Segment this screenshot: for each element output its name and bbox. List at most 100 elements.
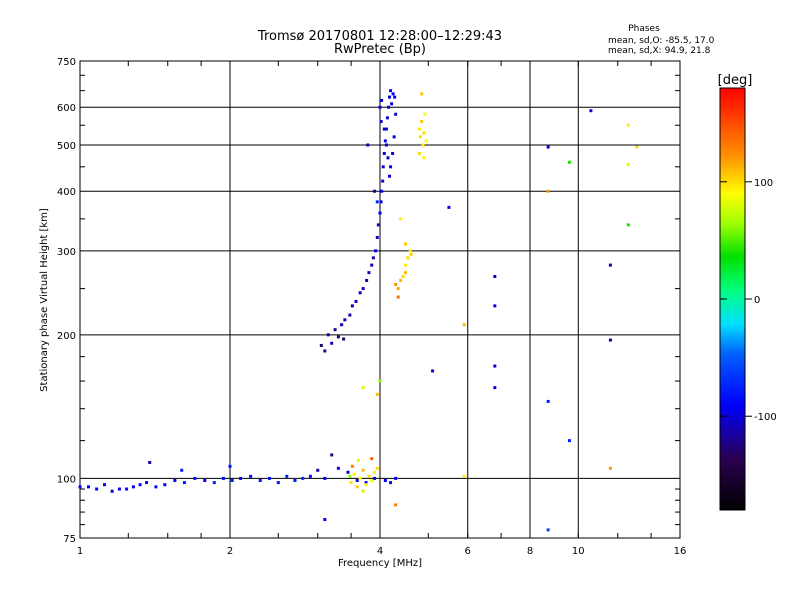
y-tick-label: 500 (57, 141, 76, 152)
echo-point-x (403, 271, 407, 275)
phase-stats-x: mean, sd,X: 94.9, 21.8 (608, 46, 711, 56)
echo-point-x (417, 127, 421, 131)
echo-point-x (361, 468, 365, 472)
echo-point-o (180, 468, 184, 472)
echo-point-x (567, 160, 571, 164)
chart-title: Tromsø 20170801 12:28:00–12:29:43 (257, 29, 502, 44)
echo-point-o (392, 135, 396, 139)
x-tick-label: 16 (674, 546, 687, 557)
echo-point-o (589, 109, 593, 113)
echo-point-o (382, 127, 386, 131)
echo-point-x (399, 217, 403, 221)
echo-point-o (301, 476, 305, 480)
echo-point-o (203, 478, 207, 482)
echo-point-x (370, 478, 374, 482)
echo-point-o (355, 478, 359, 482)
echo-point-o (267, 476, 271, 480)
echo-point-o (608, 338, 612, 342)
x-axis-ticks: 1 2 4 6 8 10 16 (77, 61, 687, 557)
echo-point-o (163, 483, 167, 487)
x-tick-label: 4 (377, 546, 383, 557)
echo-point-o (230, 478, 234, 482)
echo-point-o (319, 343, 323, 347)
y-tick-label: 300 (57, 247, 76, 258)
y-axis-ticks: 75 100 200 300 400 500 600 750 (57, 57, 680, 545)
echo-point-o (326, 333, 330, 337)
x-axis-label: Frequency [MHz] (338, 558, 422, 569)
grid-lines (80, 61, 680, 538)
echo-point-o (95, 487, 99, 491)
echo-point-o (78, 485, 82, 489)
echo-point-o (354, 299, 358, 303)
echo-point-o (388, 174, 392, 178)
phase-stats-o: mean, sd,O: -85.5, 17.0 (608, 36, 715, 46)
echo-point-o (293, 478, 297, 482)
echo-point-o (371, 256, 375, 260)
echo-point-x (350, 464, 354, 468)
echo-point-x (462, 474, 466, 478)
echo-point-x (361, 489, 365, 493)
echo-point-o (182, 481, 186, 485)
echo-point-x (403, 263, 407, 267)
echo-point-x (367, 474, 371, 478)
echo-point-o (350, 304, 354, 308)
echo-point-o (493, 304, 497, 308)
echo-point-o (381, 165, 385, 169)
echo-point-o (546, 145, 550, 149)
colorbar-ticks: -100 0 100 (720, 178, 777, 423)
echo-point-o (378, 105, 382, 109)
echo-point-x (378, 379, 382, 383)
echo-point-o (145, 481, 149, 485)
echo-point-o (390, 102, 394, 106)
echo-point-o (376, 223, 380, 227)
echo-point-o (193, 476, 197, 480)
echo-point-x (355, 485, 359, 489)
y-tick-label: 200 (57, 331, 76, 342)
echo-point-x (424, 139, 428, 143)
echo-point-o (374, 249, 378, 253)
echo-point-o (493, 275, 497, 279)
echo-point-o (249, 474, 253, 478)
y-axis-label: Stationary phase Virtual Height [km] (39, 208, 50, 392)
echo-point-o (342, 337, 346, 341)
echo-point-x (401, 275, 405, 279)
echo-point-o (384, 143, 388, 147)
echo-point-x (417, 151, 421, 155)
echo-point-o (493, 364, 497, 368)
echo-point-x (375, 466, 379, 470)
x-tick-label: 6 (465, 546, 471, 557)
echo-point-o (330, 453, 334, 457)
echo-point-x (608, 466, 612, 470)
echo-point-o (333, 328, 337, 332)
echo-point-x (352, 472, 356, 476)
echo-point-x (356, 459, 360, 463)
echo-point-o (389, 481, 393, 485)
echo-point-x (421, 143, 425, 147)
echo-point-o (367, 271, 371, 275)
y-tick-label: 750 (57, 57, 76, 68)
colorbar-tick-label: 100 (754, 178, 773, 189)
echo-point-x (370, 457, 374, 461)
echo-point-x (546, 189, 550, 193)
echo-point-o (276, 481, 280, 485)
echo-point-o (386, 105, 390, 109)
echo-point-o (361, 287, 365, 291)
echo-point-o (381, 179, 385, 183)
echo-point-o (389, 165, 393, 169)
echo-point-o (148, 460, 152, 464)
echo-point-o (285, 474, 289, 478)
echo-point-o (125, 487, 129, 491)
echo-point-o (383, 139, 387, 143)
echo-point-o (380, 189, 384, 193)
echo-point-x (635, 145, 639, 149)
echo-point-o (340, 323, 344, 327)
echo-point-o (375, 235, 379, 239)
echo-point-o (373, 476, 377, 480)
echo-point-x (409, 252, 413, 256)
colorbar-tick-label: 0 (754, 295, 760, 306)
x-tick-label: 10 (572, 546, 585, 557)
echo-point-o (336, 335, 340, 339)
echo-point-o (389, 89, 393, 93)
echo-point-o (386, 156, 390, 160)
echo-point-x (462, 323, 466, 327)
